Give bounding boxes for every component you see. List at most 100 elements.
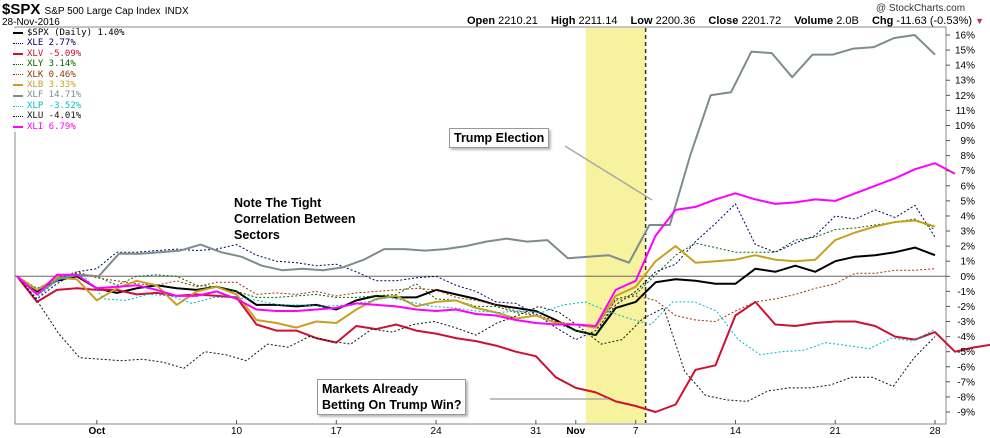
- y-tick-label: 7%: [961, 166, 976, 177]
- annotation-line: Sectors: [234, 228, 280, 242]
- y-tick-label: -4%: [957, 332, 975, 343]
- annotation-correlation: Note The Tight Correlation Between Secto…: [234, 195, 356, 243]
- low-value: 2200.36: [655, 15, 696, 27]
- legend-label: XLB 3.33%: [27, 80, 76, 91]
- legend-item: XLE 2.77%: [13, 38, 125, 48]
- election-week-band: [585, 28, 646, 423]
- index-name: S&P 500 Large Cap Index: [44, 6, 161, 17]
- y-tick-label: 4%: [961, 211, 976, 222]
- y-tick-label: 5%: [961, 196, 976, 207]
- x-tick-label: 28: [929, 426, 941, 437]
- chg-value: -11.63 (-0.53%): [896, 15, 973, 27]
- legend-swatch: [13, 105, 23, 107]
- y-tick-label: 14%: [955, 61, 975, 72]
- y-tick-label: 13%: [955, 76, 975, 87]
- legend-item: XLF 14.71%: [13, 90, 125, 100]
- series-line: [16, 268, 936, 329]
- volume-value: 2.0B: [836, 15, 859, 27]
- legend-item: $SPX (Daily) 1.40%: [13, 28, 125, 38]
- volume-label: Volume: [794, 15, 834, 27]
- y-tick-label: -7%: [957, 377, 975, 388]
- open-label: Open: [466, 15, 496, 27]
- series-line: [16, 219, 936, 329]
- x-tick-label: 31: [530, 426, 542, 437]
- legend-swatch: [13, 115, 23, 117]
- y-tick-label: -1%: [957, 287, 975, 298]
- plot-frame: [14, 26, 947, 425]
- y-tick-label: -5%: [957, 347, 975, 358]
- legend-label: XLU -4.01%: [27, 111, 82, 122]
- x-tick-label: 21: [830, 426, 842, 437]
- y-tick-label: -8%: [957, 392, 975, 403]
- y-tick-label: 1%: [961, 257, 976, 268]
- legend-label: XLY 3.14%: [27, 59, 76, 70]
- x-tick-label: 24: [431, 426, 443, 437]
- close-value: 2201.72: [741, 15, 782, 27]
- legend-item: XLK 0.46%: [13, 70, 125, 80]
- y-tick-label: 15%: [955, 46, 975, 57]
- x-tick-label: 14: [730, 426, 742, 437]
- legend-label: XLI 6.79%: [27, 121, 76, 132]
- legend-swatch: [13, 32, 23, 35]
- low-label: Low: [630, 15, 653, 27]
- annotation-markets-betting: Markets Already Betting On Trump Win?: [317, 379, 467, 415]
- y-tick-label: 16%: [955, 31, 975, 42]
- annotation-line: Note The Tight: [234, 196, 322, 210]
- y-tick-label: 10%: [955, 121, 975, 132]
- annotation-trump-election: Trump Election: [449, 128, 550, 148]
- chart-date: 28-Nov-2016: [2, 17, 60, 28]
- x-tick-label: Oct: [88, 426, 105, 437]
- series-line: [16, 246, 936, 337]
- open-value: 2210.21: [498, 15, 538, 27]
- high-label: High: [550, 15, 576, 27]
- series-line: [16, 274, 936, 356]
- trump-election-pointer: [564, 145, 653, 201]
- annotation-line: Markets Already: [322, 382, 419, 396]
- down-triangle-icon: ▼: [975, 16, 984, 26]
- legend-label: $SPX (Daily) 1.40%: [27, 28, 125, 38]
- legend-swatch: [13, 94, 23, 97]
- legend-label: XLV -5.09%: [27, 48, 82, 59]
- legend-swatch: [13, 84, 23, 87]
- brand-watermark: @ StockCharts.com: [876, 3, 966, 14]
- x-tick-label: Nov: [566, 426, 585, 437]
- y-tick-label: -9%: [957, 408, 975, 419]
- legend-item: XLB 3.33%: [13, 80, 125, 90]
- y-tick-label: 9%: [961, 136, 976, 147]
- symbol: $SPX: [2, 1, 41, 18]
- legend-item: XLY 3.14%: [13, 59, 125, 69]
- legend-label: XLE 2.77%: [27, 38, 76, 49]
- legend-item: XLI 6.79%: [13, 122, 125, 132]
- annotation-line: Correlation Between: [234, 212, 356, 226]
- x-tick-label: 17: [331, 426, 343, 437]
- legend-label: XLK 0.46%: [27, 69, 76, 80]
- y-tick-label: -2%: [957, 302, 975, 313]
- y-tick-label: -6%: [957, 362, 975, 373]
- legend-swatch: [13, 43, 23, 45]
- legend-swatch: [13, 63, 23, 65]
- legend-item: XLU -4.01%: [13, 111, 125, 121]
- series-line: [16, 203, 936, 341]
- exchange: INDX: [164, 6, 189, 17]
- chg-label: Chg: [871, 15, 894, 27]
- close-label: Close: [708, 15, 739, 27]
- y-tick-label: 0%: [961, 272, 976, 283]
- legend-item: XLP -3.52%: [13, 101, 125, 111]
- series-line: [16, 34, 936, 296]
- annotation-line: Betting On Trump Win?: [322, 398, 462, 412]
- y-tick-label: -3%: [957, 317, 975, 328]
- y-tick-label: 8%: [961, 151, 976, 162]
- legend-item: XLV -5.09%: [13, 49, 125, 59]
- legend-swatch: [13, 125, 23, 128]
- series-line: [16, 162, 956, 327]
- y-tick-label: 12%: [955, 91, 975, 102]
- legend-swatch: [13, 74, 23, 76]
- legend-label: XLP -3.52%: [27, 100, 82, 111]
- y-tick-label: 6%: [961, 181, 976, 192]
- y-tick-label: 11%: [956, 106, 975, 117]
- y-tick-label: 2%: [961, 242, 976, 253]
- legend-label: XLF 14.71%: [27, 90, 82, 101]
- x-tick-label: 10: [231, 426, 243, 437]
- series-line: [16, 218, 936, 336]
